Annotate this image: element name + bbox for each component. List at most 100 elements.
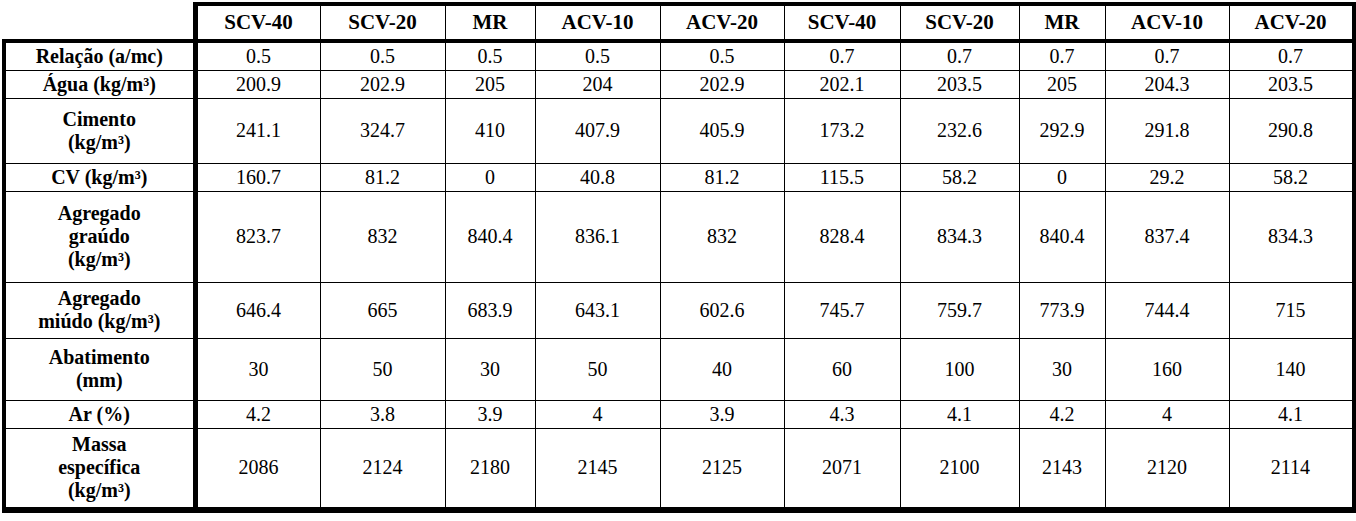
- data-cell: 683.9: [445, 282, 535, 338]
- data-cell: 2145: [535, 428, 660, 510]
- column-header: SCV-20: [320, 4, 445, 41]
- data-cell: 30: [1019, 338, 1105, 400]
- data-cell: 0: [445, 163, 535, 191]
- data-cell: 2114: [1229, 428, 1354, 510]
- data-cell: 205: [1019, 70, 1105, 98]
- row-label: Abatimento (mm): [4, 338, 195, 400]
- data-cell: 30: [195, 338, 320, 400]
- data-cell: 405.9: [660, 98, 784, 163]
- data-cell: 241.1: [195, 98, 320, 163]
- data-cell: 832: [320, 191, 445, 282]
- data-cell: 4.2: [195, 400, 320, 428]
- data-cell: 745.7: [784, 282, 900, 338]
- data-cell: 834.3: [1229, 191, 1354, 282]
- data-cell: 0: [1019, 163, 1105, 191]
- data-cell: 744.4: [1105, 282, 1229, 338]
- data-cell: 50: [535, 338, 660, 400]
- row-label: Agregado miúdo (kg/m³): [4, 282, 195, 338]
- data-cell: 204: [535, 70, 660, 98]
- data-cell: 4.2: [1019, 400, 1105, 428]
- data-cell: 4: [535, 400, 660, 428]
- data-cell: 60: [784, 338, 900, 400]
- data-cell: 2180: [445, 428, 535, 510]
- column-header: ACV-10: [1105, 4, 1229, 41]
- table-row: Agregado graúdo (kg/m³)823.7832840.4836.…: [4, 191, 1354, 282]
- row-label: Ar (%): [4, 400, 195, 428]
- column-header: MR: [445, 4, 535, 41]
- table-row: Massa específica (kg/m³)2086212421802145…: [4, 428, 1354, 510]
- data-cell: 0.7: [900, 41, 1019, 70]
- data-cell: 2086: [195, 428, 320, 510]
- data-cell: 828.4: [784, 191, 900, 282]
- data-cell: 4.1: [900, 400, 1019, 428]
- data-cell: 410: [445, 98, 535, 163]
- data-cell: 4.3: [784, 400, 900, 428]
- data-cell: 0.5: [195, 41, 320, 70]
- data-cell: 29.2: [1105, 163, 1229, 191]
- data-cell: 81.2: [660, 163, 784, 191]
- header-row: SCV-40SCV-20MRACV-10ACV-20SCV-40SCV-20MR…: [4, 4, 1354, 41]
- column-header: ACV-20: [660, 4, 784, 41]
- data-cell: 715: [1229, 282, 1354, 338]
- data-cell: 2120: [1105, 428, 1229, 510]
- data-cell: 40: [660, 338, 784, 400]
- data-cell: 0.7: [1229, 41, 1354, 70]
- data-cell: 4.1: [1229, 400, 1354, 428]
- data-cell: 160: [1105, 338, 1229, 400]
- data-cell: 0.7: [784, 41, 900, 70]
- data-cell: 602.6: [660, 282, 784, 338]
- data-cell: 0.5: [660, 41, 784, 70]
- data-cell: 202.1: [784, 70, 900, 98]
- data-cell: 0.7: [1105, 41, 1229, 70]
- data-cell: 232.6: [900, 98, 1019, 163]
- table-row: Abatimento (mm)30503050406010030160140: [4, 338, 1354, 400]
- data-cell: 0.7: [1019, 41, 1105, 70]
- data-cell: 58.2: [1229, 163, 1354, 191]
- data-cell: 836.1: [535, 191, 660, 282]
- data-cell: 290.8: [1229, 98, 1354, 163]
- row-label: CV (kg/m³): [4, 163, 195, 191]
- data-cell: 115.5: [784, 163, 900, 191]
- column-header: ACV-10: [535, 4, 660, 41]
- data-cell: 2071: [784, 428, 900, 510]
- column-header: SCV-20: [900, 4, 1019, 41]
- table-row: CV (kg/m³)160.781.2040.881.2115.558.2029…: [4, 163, 1354, 191]
- data-cell: 292.9: [1019, 98, 1105, 163]
- data-cell: 837.4: [1105, 191, 1229, 282]
- data-cell: 773.9: [1019, 282, 1105, 338]
- data-cell: 0.5: [535, 41, 660, 70]
- data-cell: 0.5: [320, 41, 445, 70]
- data-cell: 81.2: [320, 163, 445, 191]
- data-cell: 3.9: [445, 400, 535, 428]
- column-header: SCV-40: [195, 4, 320, 41]
- data-cell: 58.2: [900, 163, 1019, 191]
- data-cell: 160.7: [195, 163, 320, 191]
- table-row: Ar (%)4.23.83.943.94.34.14.244.1: [4, 400, 1354, 428]
- data-cell: 200.9: [195, 70, 320, 98]
- table-body: Relação (a/mc)0.50.50.50.50.50.70.70.70.…: [4, 41, 1354, 510]
- data-cell: 643.1: [535, 282, 660, 338]
- data-cell: 646.4: [195, 282, 320, 338]
- data-cell: 202.9: [320, 70, 445, 98]
- data-cell: 840.4: [1019, 191, 1105, 282]
- data-cell: 823.7: [195, 191, 320, 282]
- table-row: Agregado miúdo (kg/m³)646.4665683.9643.1…: [4, 282, 1354, 338]
- row-label: Relação (a/mc): [4, 41, 195, 70]
- table-row: Relação (a/mc)0.50.50.50.50.50.70.70.70.…: [4, 41, 1354, 70]
- data-cell: 324.7: [320, 98, 445, 163]
- data-cell: 30: [445, 338, 535, 400]
- data-cell: 4: [1105, 400, 1229, 428]
- data-cell: 2124: [320, 428, 445, 510]
- data-cell: 2125: [660, 428, 784, 510]
- concrete-mix-proportions-table: SCV-40SCV-20MRACV-10ACV-20SCV-40SCV-20MR…: [2, 2, 1356, 513]
- column-header: SCV-40: [784, 4, 900, 41]
- data-cell: 50: [320, 338, 445, 400]
- data-cell: 140: [1229, 338, 1354, 400]
- data-cell: 407.9: [535, 98, 660, 163]
- data-cell: 834.3: [900, 191, 1019, 282]
- data-cell: 291.8: [1105, 98, 1229, 163]
- table-header: SCV-40SCV-20MRACV-10ACV-20SCV-40SCV-20MR…: [4, 4, 1354, 41]
- data-cell: 40.8: [535, 163, 660, 191]
- table-row: Cimento (kg/m³)241.1324.7410407.9405.917…: [4, 98, 1354, 163]
- row-label: Água (kg/m³): [4, 70, 195, 98]
